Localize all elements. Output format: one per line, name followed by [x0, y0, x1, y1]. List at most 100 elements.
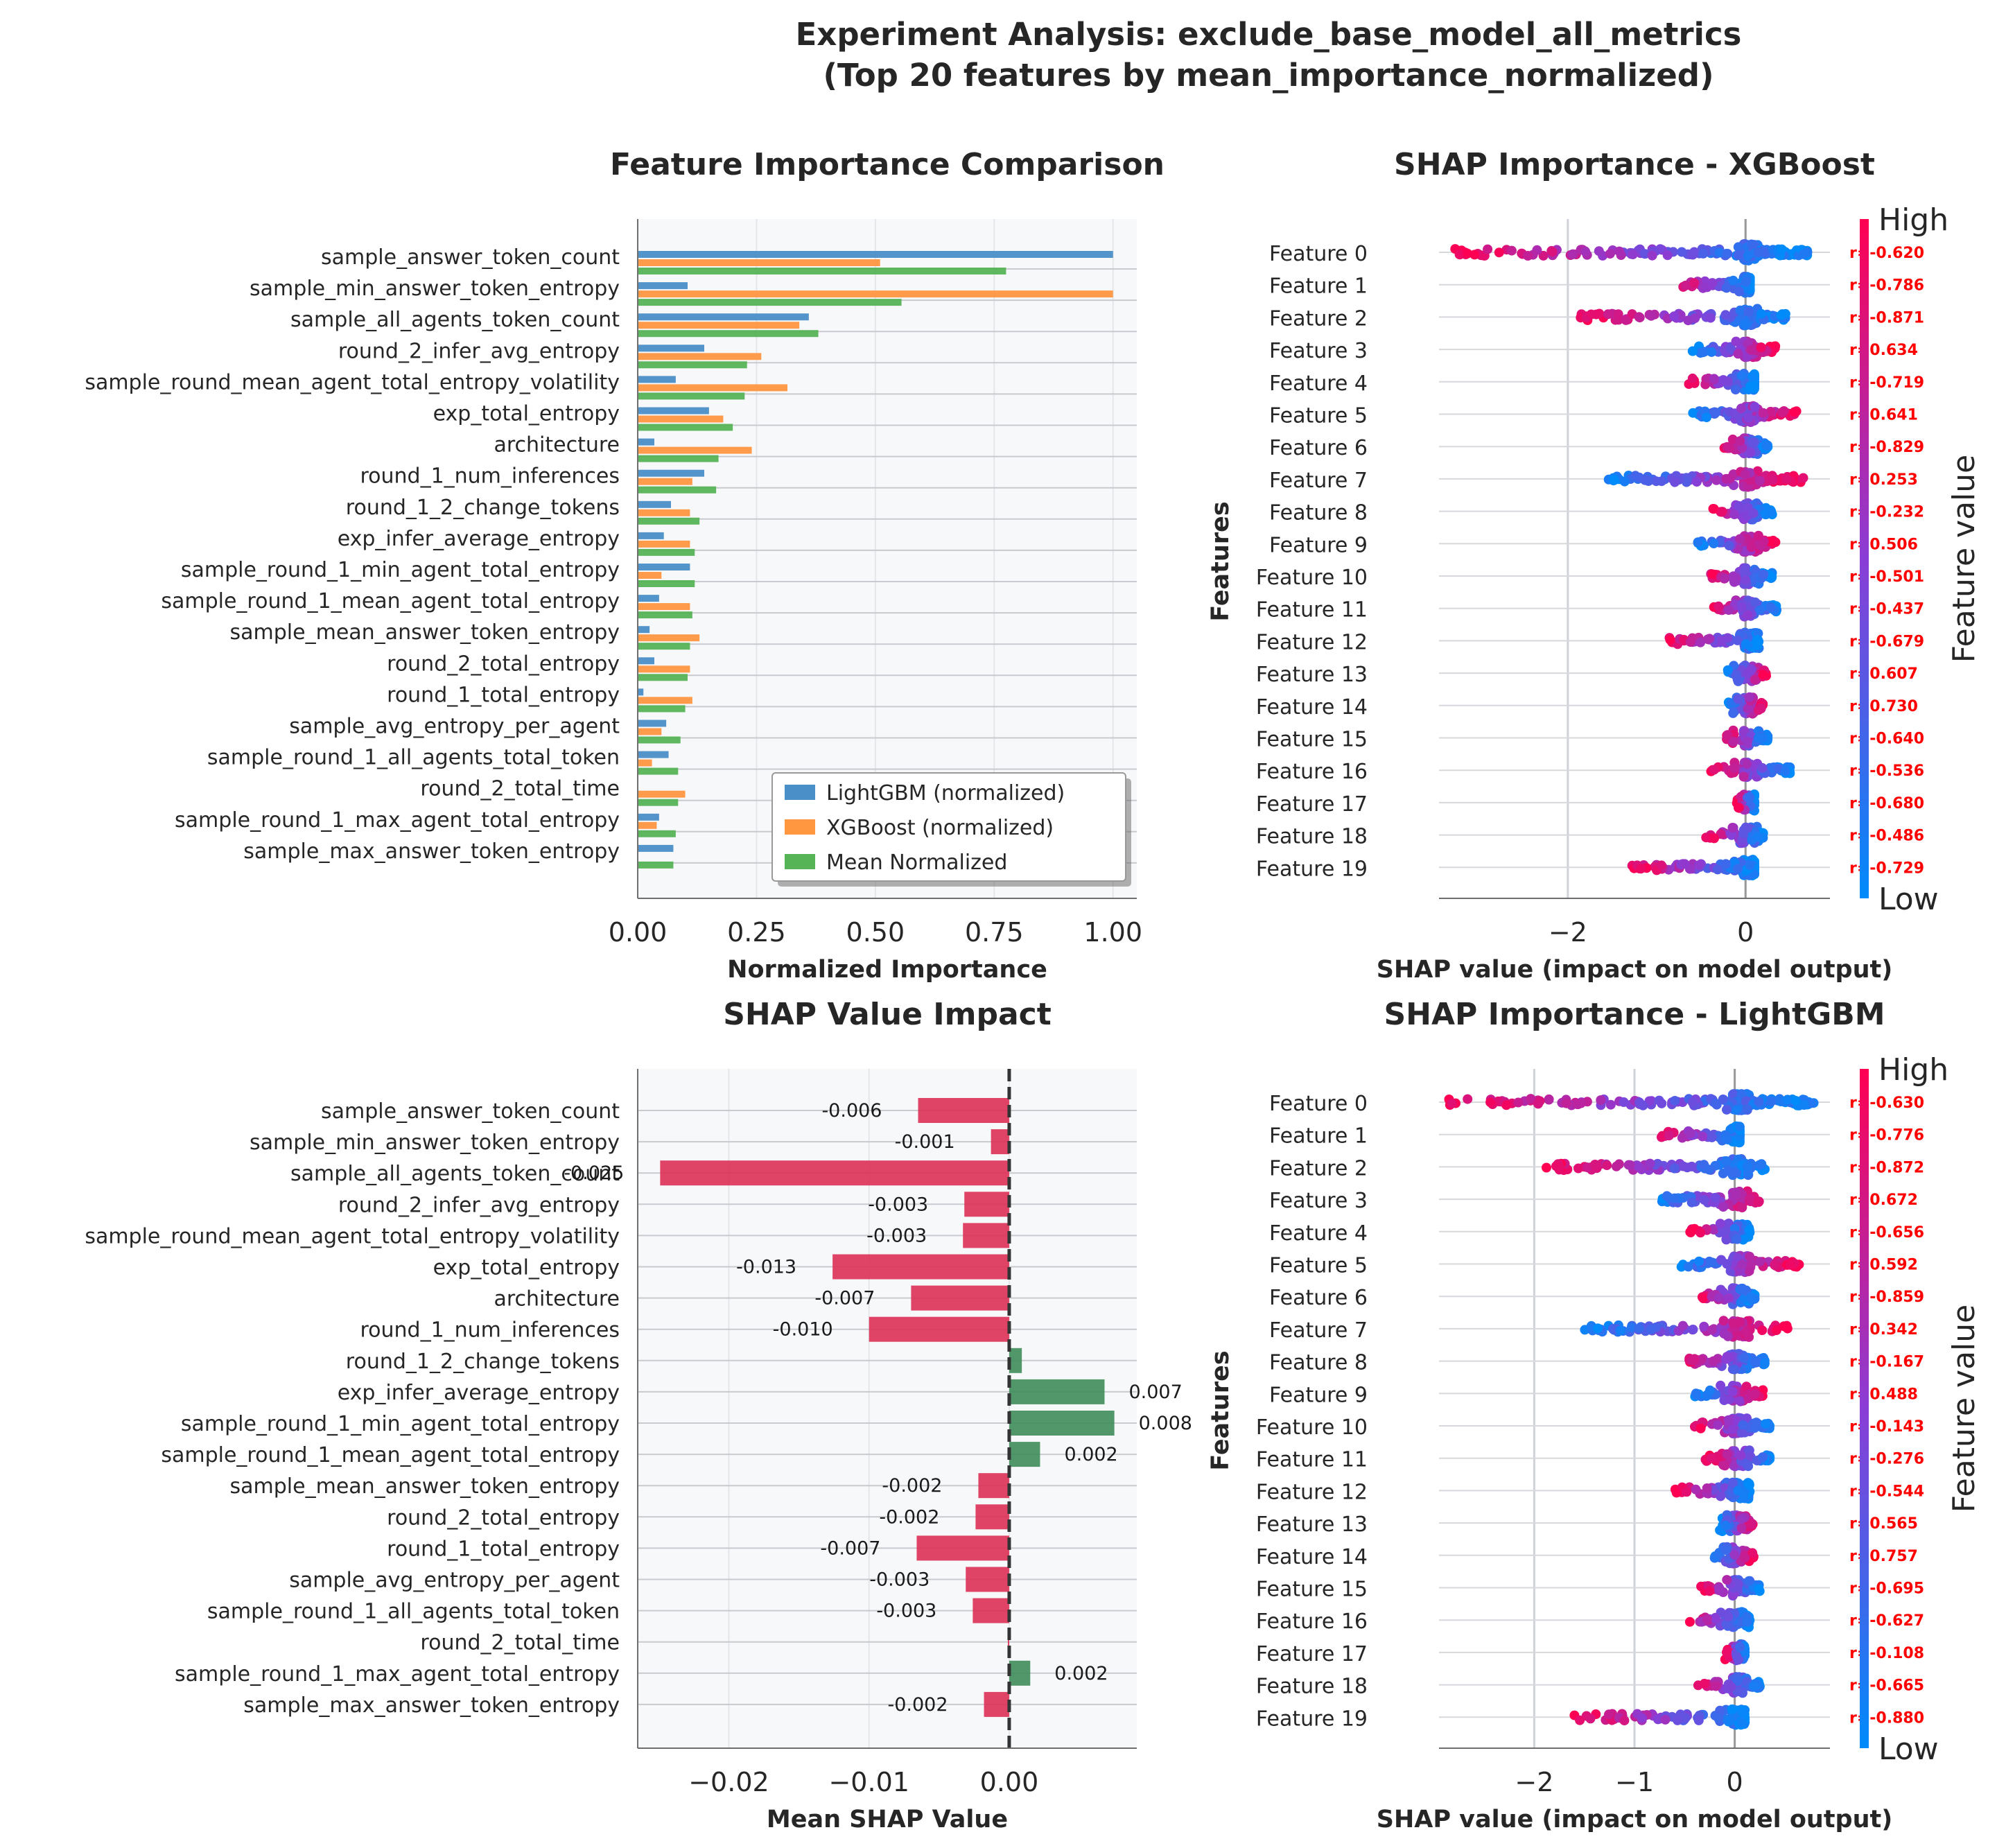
shap-feature-label: Feature 15 — [1256, 728, 1368, 752]
shap-point — [1780, 766, 1790, 776]
shap-point — [1698, 248, 1709, 259]
shap-point — [1723, 1353, 1734, 1363]
shap-point — [1454, 250, 1465, 260]
shap-point — [1721, 1134, 1731, 1144]
shap-point — [1733, 864, 1743, 874]
importance-xtick-label: 0.50 — [846, 917, 905, 948]
shap-feature-label: Feature 17 — [1256, 792, 1368, 817]
shap-point — [1756, 308, 1766, 319]
shap-point — [1721, 473, 1732, 484]
lightgbm-bar — [638, 595, 659, 602]
shap-xgb-ylabel: Features — [1207, 501, 1235, 621]
xgboost-bar — [638, 509, 690, 516]
shap-point — [1779, 406, 1789, 416]
shap-point — [1660, 1714, 1671, 1725]
lightgbm-bar — [638, 251, 1113, 258]
shap-feature-label: Feature 5 — [1269, 1254, 1368, 1278]
shap-impact-category-label: sample_round_1_mean_agent_total_entropy — [161, 1443, 620, 1467]
lightgbm-bar — [638, 688, 644, 696]
xgboost-bar — [638, 290, 1113, 298]
shap-point — [1688, 1325, 1698, 1334]
shap-point — [1735, 1642, 1745, 1652]
importance-category-label: sample_min_answer_token_entropy — [250, 277, 620, 301]
importance-category-label: exp_total_entropy — [433, 402, 620, 426]
shap-point — [1744, 1576, 1754, 1586]
shap-point — [1523, 251, 1533, 261]
shap-point — [1737, 1283, 1747, 1293]
shap-point — [1709, 504, 1719, 514]
shap-impact-category-label: exp_total_entropy — [433, 1256, 620, 1280]
shap-xgb-colorbar-label: Feature value — [1946, 455, 1982, 663]
shap-point — [1757, 1325, 1768, 1336]
shap-point — [1463, 1094, 1473, 1104]
importance-category-label: sample_all_agents_token_count — [290, 308, 620, 332]
lightgbm-bar — [638, 751, 669, 758]
negative-bar — [660, 1160, 1009, 1186]
shap-feature-label: Feature 2 — [1269, 1156, 1368, 1180]
xgboost-bar — [638, 415, 724, 423]
shap-point — [1706, 1453, 1716, 1463]
shap-point — [1737, 1708, 1747, 1718]
shap-point — [1741, 277, 1751, 287]
shap-point — [1593, 1323, 1603, 1334]
shap-point — [1753, 832, 1763, 842]
shap-point — [1711, 475, 1722, 485]
shap-feature-label: Feature 1 — [1269, 274, 1368, 299]
shap-impact-panel: SHAP Value Impact sample_answer_token_co… — [85, 997, 1192, 1833]
shap-point — [1707, 1325, 1717, 1335]
shap-impact-category-label: architecture — [494, 1287, 620, 1311]
importance-category-label: sample_round_1_min_agent_total_entropy — [181, 558, 620, 582]
shap-point — [1753, 530, 1763, 541]
shap-point — [1729, 1364, 1740, 1375]
shap-point — [1647, 250, 1657, 261]
shap-correlation-label: r=0.592 — [1849, 1257, 1918, 1274]
shap-point — [1709, 539, 1719, 548]
shap-point — [1758, 1452, 1768, 1463]
importance-xtick-label: 0.00 — [609, 917, 668, 948]
shap-point — [1723, 376, 1733, 387]
shap-impact-data-label: -0.003 — [868, 1194, 928, 1215]
shap-point — [1726, 1682, 1736, 1692]
mean-bar — [638, 861, 674, 869]
shap-point — [1646, 1324, 1656, 1334]
importance-category-label: exp_infer_average_entropy — [338, 527, 620, 551]
shap-point — [1687, 1097, 1698, 1108]
lightgbm-bar — [638, 657, 654, 665]
shap-point — [1754, 1196, 1764, 1207]
shap-xgb-colorbar-high: High — [1878, 202, 1948, 238]
negative-bar — [973, 1598, 1009, 1623]
shap-point — [1699, 1678, 1709, 1689]
shap-point — [1743, 737, 1752, 747]
shap-point — [1463, 248, 1473, 259]
shap-point — [1684, 1616, 1695, 1627]
negative-bar — [964, 1192, 1009, 1217]
shap-point — [1723, 730, 1733, 740]
shap-point — [1691, 477, 1702, 487]
shap-impact-data-label: -0.003 — [866, 1225, 927, 1246]
xgboost-bar — [638, 353, 762, 360]
shap-point — [1739, 1352, 1750, 1363]
importance-category-label: sample_max_answer_token_entropy — [243, 839, 620, 864]
shap-point — [1754, 1097, 1764, 1107]
shap-point — [1744, 1479, 1754, 1489]
importance-category-label: round_2_total_time — [420, 777, 620, 801]
shap-point — [1727, 823, 1738, 833]
shap-point — [1761, 247, 1771, 258]
shap-point — [1718, 1316, 1729, 1326]
shap-point — [1742, 1616, 1752, 1627]
shap-point — [1695, 348, 1706, 358]
shap-point — [1693, 860, 1704, 871]
xgboost-bar — [638, 728, 662, 735]
shap-point — [1704, 1586, 1715, 1596]
shap-impact-xtick-label: 0.00 — [980, 1767, 1039, 1797]
shap-point — [1573, 1163, 1583, 1174]
negative-bar — [978, 1473, 1009, 1499]
shap-point — [1623, 1160, 1634, 1170]
shap-impact-category-labels: sample_answer_token_count sample_min_answ… — [85, 1099, 620, 1718]
shap-point — [1691, 1484, 1701, 1494]
positive-bar — [1009, 1660, 1031, 1686]
shap-xgb-xlabel: SHAP value (impact on model output) — [1377, 956, 1893, 984]
shap-point — [1723, 633, 1733, 643]
shap-correlation-label: r=0.607 — [1849, 665, 1918, 683]
shap-correlation-label: r=0.488 — [1849, 1386, 1918, 1403]
